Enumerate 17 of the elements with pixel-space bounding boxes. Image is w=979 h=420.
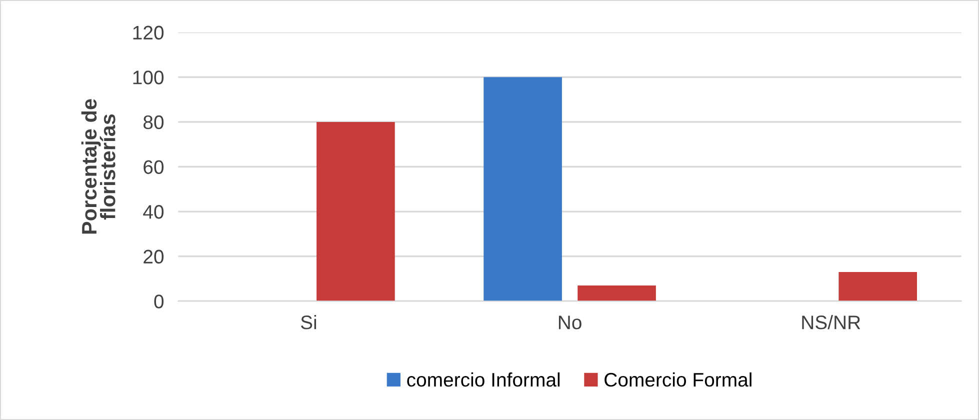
- y-tick-label: 80: [144, 115, 164, 130]
- bar: [578, 285, 656, 302]
- legend-label: Comercio Formal: [604, 372, 752, 387]
- y-axis-title: Porcentaje de floristerías: [81, 99, 116, 234]
- y-tick-label: 40: [143, 205, 164, 219]
- x-tick-label: No: [558, 316, 582, 330]
- legend-label: comercio Informal: [407, 372, 560, 387]
- bar: [316, 122, 395, 302]
- y-tick-label: 120: [133, 26, 164, 40]
- y-tick-label: 20: [144, 250, 164, 264]
- y-tick-label: 60: [144, 160, 164, 174]
- bar: [838, 272, 917, 302]
- x-tick-label: NS/NR: [802, 315, 860, 330]
- bar: [484, 77, 562, 302]
- y-tick-label: 100: [133, 70, 164, 84]
- y-tick-label: 0: [154, 294, 164, 308]
- x-tick-label: Si: [300, 315, 316, 330]
